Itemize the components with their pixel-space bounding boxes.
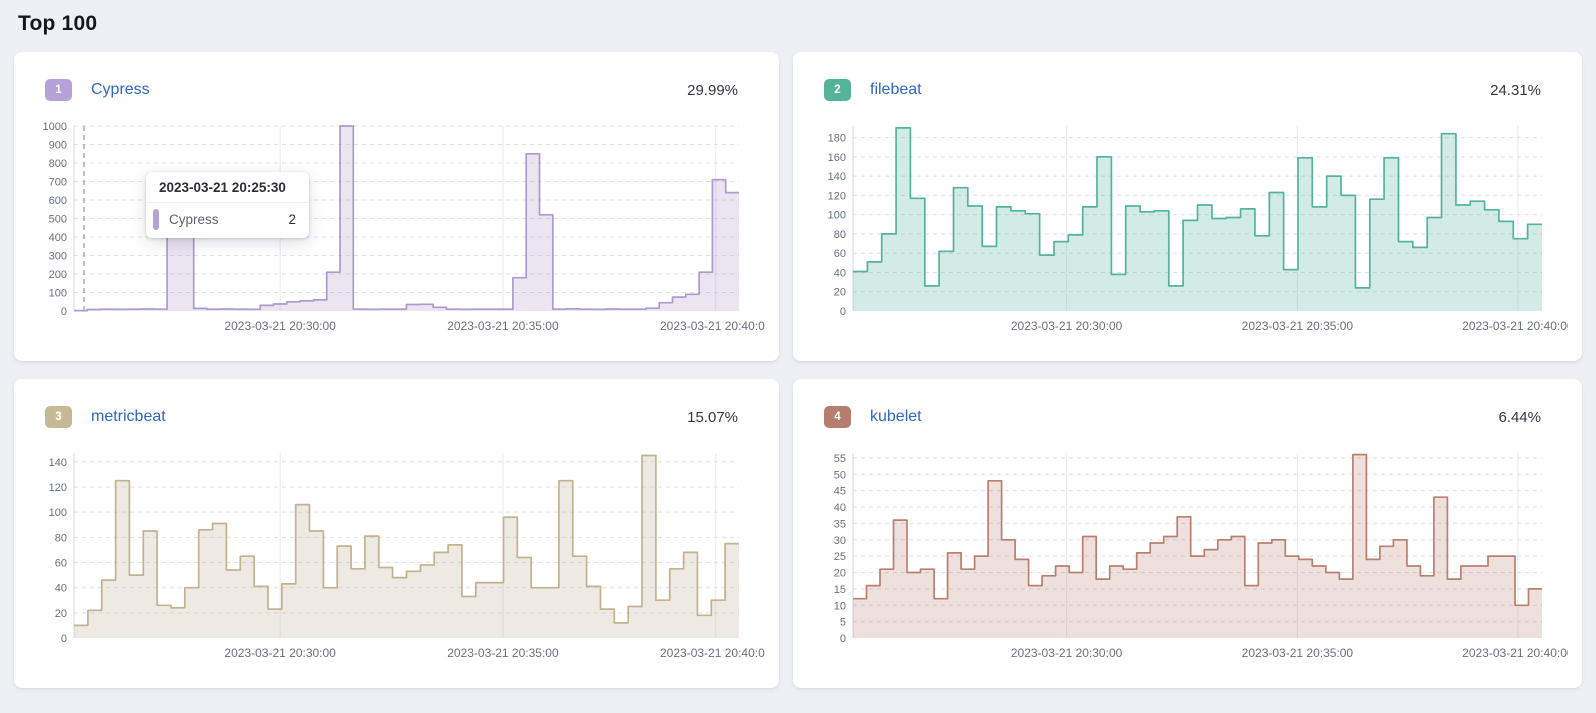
y-tick-label: 1000: [43, 121, 67, 133]
card-header: 2 filebeat 24.31%: [807, 78, 1568, 102]
area-fill: [853, 454, 1542, 638]
chart-area[interactable]: 2023-03-21 20:30:00 2023-03-21 20:35:00 20…: [807, 118, 1568, 344]
x-tick-label: 2023-03-21 20:30:00: [224, 319, 336, 333]
series-link[interactable]: metricbeat: [91, 408, 166, 425]
tooltip-row: Cypress 2: [146, 203, 309, 238]
x-tick-label: 2023-03-21 20:35:00: [1242, 319, 1354, 333]
y-tick-label: 180: [828, 133, 846, 145]
y-tick-label: 0: [61, 633, 67, 645]
series-link[interactable]: Cypress: [91, 81, 150, 98]
rank-badge: 2: [824, 79, 851, 101]
y-tick-label: 600: [49, 195, 67, 207]
y-tick-label: 20: [55, 608, 67, 620]
y-tick-label: 20: [834, 287, 846, 299]
y-tick-label: 100: [49, 507, 67, 519]
y-tick-label: 50: [834, 469, 846, 481]
step-area-chart[interactable]: 2023-03-21 20:30:00 2023-03-21 20:35:00 20…: [807, 118, 1568, 341]
y-tick-label: 5: [840, 617, 846, 629]
x-tick-label: 2023-03-21 20:40:00: [660, 319, 765, 333]
y-tick-label: 25: [834, 551, 846, 563]
rank-badge: 3: [45, 406, 72, 428]
tooltip-series-value: 2: [288, 212, 296, 227]
tooltip-timestamp: 2023-03-21 20:25:30: [146, 172, 309, 203]
y-tick-label: 10: [834, 600, 846, 612]
series-link[interactable]: filebeat: [870, 81, 922, 98]
y-tick-label: 160: [828, 152, 846, 164]
y-tick-label: 0: [840, 306, 846, 318]
y-tick-label: 55: [834, 453, 846, 465]
card-header: 4 kubelet 6.44%: [807, 405, 1568, 429]
y-tick-label: 20: [834, 568, 846, 580]
y-tick-label: 800: [49, 158, 67, 170]
series-swatch-icon: [153, 209, 159, 230]
y-tick-label: 40: [834, 267, 846, 279]
y-tick-label: 35: [834, 518, 846, 530]
rank-badge: 4: [824, 406, 851, 428]
y-tick-label: 500: [49, 214, 67, 226]
y-tick-label: 0: [61, 306, 67, 318]
card-header: 1 Cypress 29.99%: [28, 78, 765, 102]
y-tick-label: 700: [49, 177, 67, 189]
chart-area[interactable]: 2023-03-21 20:30:00 2023-03-21 20:35:00 20…: [28, 445, 765, 671]
x-tick-label: 2023-03-21 20:35:00: [447, 319, 559, 333]
y-tick-label: 300: [49, 251, 67, 263]
x-tick-label: 2023-03-21 20:40:00: [1462, 646, 1568, 660]
x-tick-label: 2023-03-21 20:30:00: [224, 646, 336, 660]
y-tick-label: 120: [828, 190, 846, 202]
x-tick-label: 2023-03-21 20:30:00: [1011, 646, 1123, 660]
area-outline: [853, 127, 1542, 289]
chart-card-kubelet: 4 kubelet 6.44% 2023-03-21 20:30:00 2023-…: [793, 379, 1582, 688]
y-tick-label: 100: [49, 288, 67, 300]
step-area-chart[interactable]: 2023-03-21 20:30:00 2023-03-21 20:35:00 20…: [807, 445, 1568, 668]
area-outline: [74, 454, 739, 627]
y-tick-label: 45: [834, 486, 846, 498]
area-outline: [853, 453, 1542, 607]
chart-card-cypress: 1 Cypress 29.99% 2023-03-21 20:30:00 2023…: [14, 52, 779, 361]
y-tick-label: 140: [49, 457, 67, 469]
chart-card-metricbeat: 3 metricbeat 15.07% 2023-03-21 20:30:00 2…: [14, 379, 779, 688]
x-tick-label: 2023-03-21 20:35:00: [1242, 646, 1354, 660]
y-tick-label: 40: [834, 502, 846, 514]
y-tick-label: 120: [49, 482, 67, 494]
percent-value: 15.07%: [687, 408, 738, 426]
y-tick-label: 15: [834, 584, 846, 596]
y-tick-label: 0: [840, 633, 846, 645]
y-tick-label: 80: [834, 229, 846, 241]
chart-tooltip: 2023-03-21 20:25:30 Cypress 2: [146, 172, 309, 238]
x-tick-label: 2023-03-21 20:30:00: [1011, 319, 1123, 333]
page-title: Top 100: [18, 12, 98, 35]
y-tick-label: 900: [49, 140, 67, 152]
chart-area[interactable]: 2023-03-21 20:30:00 2023-03-21 20:35:00 20…: [28, 118, 765, 344]
y-tick-label: 140: [828, 171, 846, 183]
tooltip-series-label: Cypress: [169, 212, 219, 227]
card-header: 3 metricbeat 15.07%: [28, 405, 765, 429]
y-tick-label: 60: [834, 248, 846, 260]
dashboard-page: Top 100 1 Cypress 29.99% 2023-03-21 20:3…: [14, 12, 1582, 688]
percent-value: 24.31%: [1490, 81, 1541, 99]
percent-value: 29.99%: [687, 81, 738, 99]
percent-value: 6.44%: [1498, 408, 1541, 426]
x-tick-label: 2023-03-21 20:40:00: [660, 646, 765, 660]
chart-area[interactable]: 2023-03-21 20:30:00 2023-03-21 20:35:00 20…: [807, 445, 1568, 671]
chart-grid: 1 Cypress 29.99% 2023-03-21 20:30:00 2023…: [14, 52, 1582, 688]
x-tick-label: 2023-03-21 20:40:00: [1462, 319, 1568, 333]
y-tick-label: 80: [55, 532, 67, 544]
area-fill: [74, 455, 739, 638]
y-tick-label: 100: [828, 210, 846, 222]
rank-badge: 1: [45, 79, 72, 101]
step-area-chart[interactable]: 2023-03-21 20:30:00 2023-03-21 20:35:00 20…: [28, 445, 765, 668]
y-tick-label: 400: [49, 232, 67, 244]
y-tick-label: 200: [49, 269, 67, 281]
chart-card-filebeat: 2 filebeat 24.31% 2023-03-21 20:30:00 202…: [793, 52, 1582, 361]
step-area-chart[interactable]: 2023-03-21 20:30:00 2023-03-21 20:35:00 20…: [28, 118, 765, 341]
y-tick-label: 40: [55, 583, 67, 595]
series-link[interactable]: kubelet: [870, 408, 922, 425]
y-tick-label: 30: [834, 535, 846, 547]
x-tick-label: 2023-03-21 20:35:00: [447, 646, 559, 660]
y-tick-label: 60: [55, 557, 67, 569]
